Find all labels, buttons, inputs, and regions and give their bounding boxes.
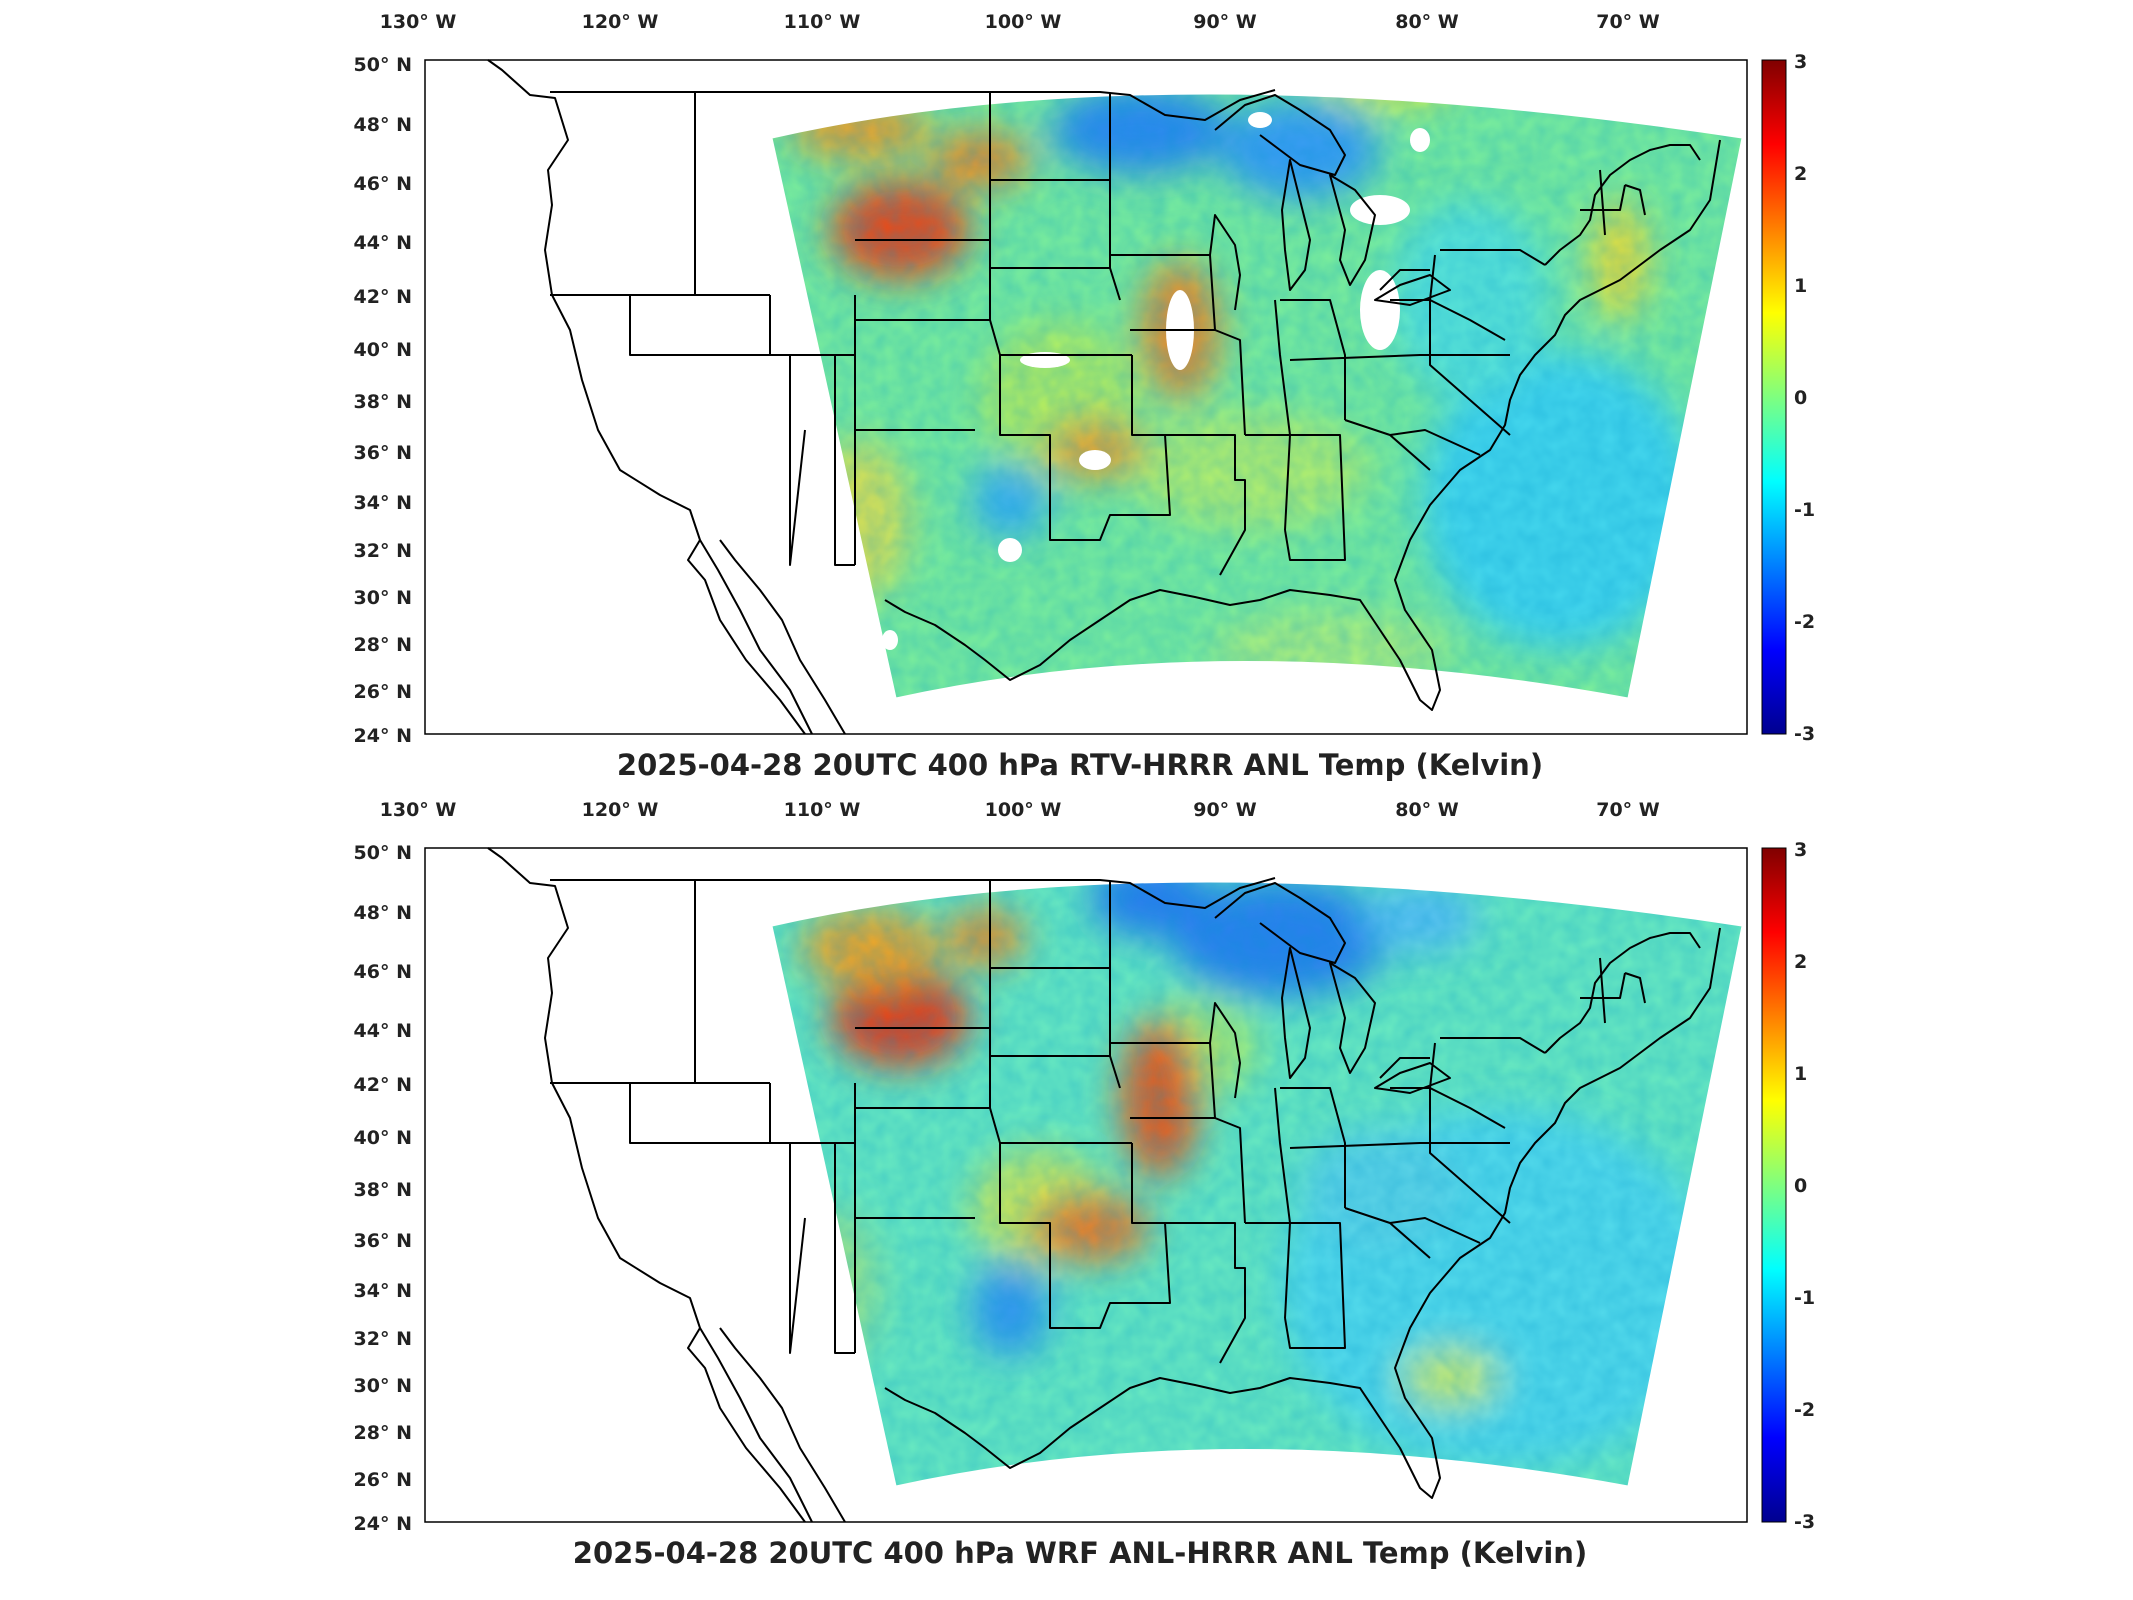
lat-tick: 28° N [354,634,412,656]
coastline-baja-east [719,539,846,735]
domain-edge [771,881,1743,1487]
lat-tick: 38° N [354,1179,412,1201]
lon-tick-labels-top: 130° W 120° W 110° W 100° W 90° W 80° W … [380,11,1660,33]
map-bottom: 3 2 1 0 -1 -2 -3 [424,839,1815,1533]
lat-tick: 44° N [354,1020,412,1042]
northeast [1544,932,1701,1054]
lon-tick: 120° W [582,11,659,33]
lon-tick: 70° W [1596,799,1660,821]
northeast [1544,144,1701,266]
lat-tick-labels-top: 50° N 48° N 46° N 44° N 42° N 40° N 38° … [354,54,412,747]
temperature-field [772,94,1742,698]
state-lines [550,93,1546,576]
colorbar-tick: 3 [1794,839,1807,861]
state-lines [550,881,1546,1364]
lat-tick: 40° N [354,1127,412,1149]
lon-tick: 100° W [985,11,1062,33]
lat-tick: 34° N [354,1280,412,1302]
lat-tick: 46° N [354,173,412,195]
lat-tick: 30° N [354,1375,412,1397]
lon-tick: 80° W [1395,11,1459,33]
colorbar-tick: 1 [1794,1063,1807,1085]
lat-tick: 32° N [354,1328,412,1350]
lat-tick: 42° N [354,1074,412,1096]
lat-tick: 36° N [354,1230,412,1252]
lon-tick: 90° W [1193,799,1257,821]
temperature-field [772,882,1742,1486]
colorbar-tick: 2 [1794,951,1807,973]
lat-tick: 30° N [354,587,412,609]
lat-tick: 50° N [354,54,412,76]
colorbar-tick: 0 [1794,1175,1807,1197]
borders [487,847,1721,1523]
great-lakes [1214,94,1451,306]
panel-bottom: 130° W 120° W 110° W 100° W 90° W 80° W … [354,799,1816,1570]
colorbar-tick: -1 [1794,1287,1815,1309]
lon-tick: 90° W [1193,11,1257,33]
us-canada-border [550,89,1276,121]
lat-tick: 44° N [354,232,412,254]
coastline-west [487,59,806,735]
lat-tick: 40° N [354,339,412,361]
lat-tick: 50° N [354,842,412,864]
coastline-baja-east [719,1327,846,1523]
colorbar-bottom: 3 2 1 0 -1 -2 -3 [1761,839,1815,1533]
lat-tick: 24° N [354,725,412,747]
lon-tick: 110° W [784,799,861,821]
lat-tick: 38° N [354,391,412,413]
panel-title: 2025-04-28 20UTC 400 hPa RTV-HRRR ANL Te… [617,748,1543,782]
coastline-baja-west [699,539,813,735]
colorbar-tick: -1 [1794,499,1815,521]
great-lakes [1214,882,1451,1094]
colorbar-top: 3 2 1 0 -1 -2 -3 [1761,51,1815,745]
lat-tick: 28° N [354,1422,412,1444]
lat-tick: 32° N [354,540,412,562]
lon-tick: 100° W [985,799,1062,821]
lat-tick: 36° N [354,442,412,464]
coastline-gulf [884,139,1721,711]
colorbar-tick: -2 [1794,1399,1815,1421]
lat-tick-labels-bottom: 50° N 48° N 46° N 44° N 42° N 40° N 38° … [354,842,412,1535]
us-canada-border [550,877,1276,909]
lon-tick: 130° W [380,11,457,33]
map-top: 3 2 1 0 -1 -2 -3 [424,51,1815,745]
colorbar-tick: -3 [1794,1511,1815,1533]
colorbar-tick: -3 [1794,723,1815,745]
panel-top: 130° W 120° W 110° W 100° W 90° W 80° W … [354,11,1816,782]
lon-tick: 110° W [784,11,861,33]
colorbar-gradient [1761,847,1787,1523]
colorbar-tick: 1 [1794,275,1807,297]
lat-tick: 48° N [354,902,412,924]
colorbar-tick: 3 [1794,51,1807,73]
lon-tick: 70° W [1596,11,1660,33]
lon-tick: 120° W [582,799,659,821]
domain-edge [771,93,1743,699]
lat-tick: 46° N [354,961,412,983]
panel-title: 2025-04-28 20UTC 400 hPa WRF ANL-HRRR AN… [573,1536,1587,1570]
coastline-west [487,847,806,1523]
lat-tick: 42° N [354,286,412,308]
lat-tick: 26° N [354,1469,412,1491]
colorbar-gradient [1761,59,1787,735]
borders [487,59,1721,735]
lon-tick: 80° W [1395,799,1459,821]
lat-tick: 26° N [354,681,412,703]
colorbar-tick: 0 [1794,387,1807,409]
coastline-baja-west [699,1327,813,1523]
coastline-gulf [884,927,1721,1499]
lon-tick: 130° W [380,799,457,821]
colorbar-tick: -2 [1794,611,1815,633]
lat-tick: 24° N [354,1513,412,1535]
colorbar-tick: 2 [1794,163,1807,185]
lat-tick: 48° N [354,114,412,136]
lon-tick-labels-bottom: 130° W 120° W 110° W 100° W 90° W 80° W … [380,799,1660,821]
lat-tick: 34° N [354,492,412,514]
